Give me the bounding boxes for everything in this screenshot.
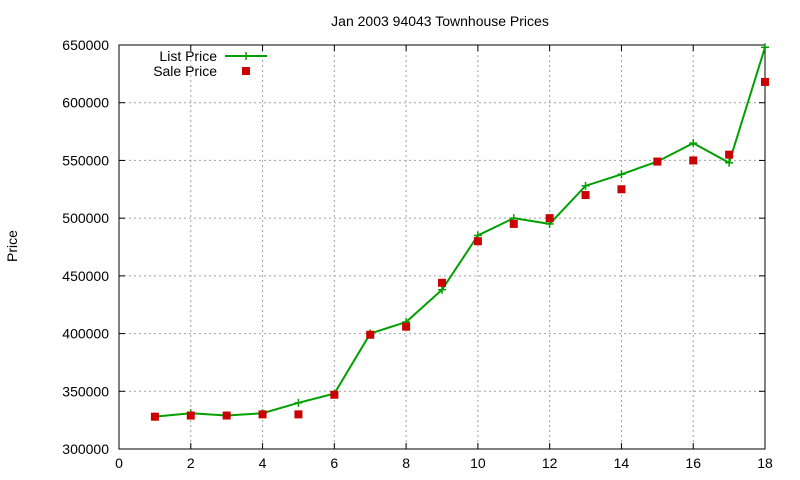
legend-sample-marker-list-price — [242, 52, 250, 60]
sale-price-point-8 — [438, 278, 446, 287]
legend-label-sale-price: Sale Price — [153, 63, 217, 79]
y-tick-label-400000: 400000 — [62, 326, 109, 342]
legend: List Price Sale Price — [153, 48, 267, 79]
plot-border — [118, 44, 766, 450]
sale-price-point-5 — [330, 390, 339, 399]
sale-price-point-6 — [366, 330, 375, 339]
y-tick-label-300000: 300000 — [62, 441, 109, 457]
sale-price-point-9 — [473, 237, 482, 246]
x-tick-label-12: 12 — [542, 455, 558, 471]
y-tick-label-650000: 650000 — [62, 37, 109, 53]
x-tick-label-0: 0 — [115, 455, 123, 471]
list-price-point-13 — [617, 170, 626, 179]
y-tick-label-500000: 500000 — [62, 210, 109, 226]
sale-price-point-13 — [617, 185, 626, 194]
x-tick-label-2: 2 — [187, 455, 195, 471]
sale-price-point-17 — [761, 77, 769, 86]
sale-price-point-15 — [689, 156, 698, 165]
sale-price-point-11 — [545, 214, 554, 223]
tick-labels: 0 2 4 6 8 10 12 14 16 18 300000 350000 400000 450000 5… — [62, 37, 773, 471]
sale-price-point-4 — [294, 410, 303, 419]
sale-price-point-1 — [186, 411, 195, 420]
list-price-line — [154, 47, 766, 418]
list-price-point-15 — [689, 139, 698, 148]
chart-title: Jan 2003 94043 Townhouse Prices — [331, 13, 549, 29]
list-price-point-16 — [725, 158, 734, 167]
list-price-point-17 — [761, 43, 769, 52]
legend-label-list-price: List Price — [159, 48, 217, 64]
sale-price-point-3 — [258, 410, 267, 419]
list-price-point-8 — [438, 285, 446, 294]
sale-price-point-2 — [222, 411, 231, 420]
sale-price-point-0 — [150, 412, 159, 421]
x-tick-label-18: 18 — [757, 455, 773, 471]
sale-price-point-12 — [581, 191, 590, 200]
axes — [118, 44, 766, 450]
sale-price-point-16 — [725, 150, 734, 159]
x-tick-label-6: 6 — [330, 455, 338, 471]
list-price-point-4 — [294, 398, 303, 407]
x-tick-label-16: 16 — [685, 455, 701, 471]
series-layer — [150, 43, 769, 421]
grid-lines — [119, 45, 765, 449]
y-tick-label-600000: 600000 — [62, 95, 109, 111]
list-price-point-12 — [581, 181, 590, 190]
x-tick-label-8: 8 — [402, 455, 410, 471]
sale-price-point-14 — [653, 157, 662, 166]
x-tick-label-10: 10 — [470, 455, 486, 471]
series-sale-price — [150, 77, 769, 421]
x-tick-label-4: 4 — [259, 455, 267, 471]
y-tick-label-550000: 550000 — [62, 152, 109, 168]
y-tick-label-350000: 350000 — [62, 383, 109, 399]
x-tick-label-14: 14 — [614, 455, 630, 471]
y-axis-label: Price — [4, 230, 20, 262]
sale-price-point-7 — [402, 322, 411, 331]
sale-price-point-10 — [509, 219, 518, 228]
legend-sample-marker-sale-price — [242, 67, 250, 75]
y-tick-label-450000: 450000 — [62, 268, 109, 284]
series-list-price — [150, 43, 769, 421]
